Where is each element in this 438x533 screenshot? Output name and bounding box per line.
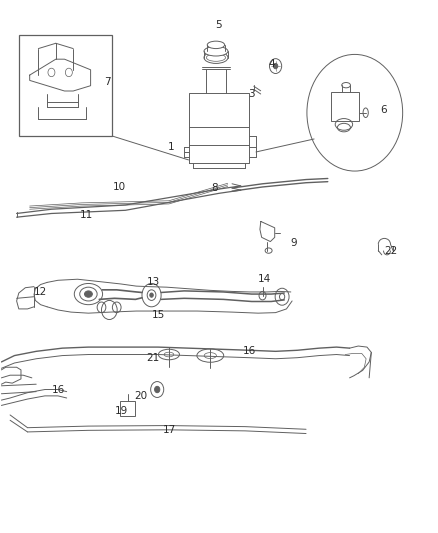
- Text: 7: 7: [104, 77, 110, 87]
- Text: 16: 16: [51, 384, 64, 394]
- Circle shape: [273, 63, 278, 69]
- Text: 8: 8: [212, 183, 218, 193]
- Text: 20: 20: [134, 391, 147, 401]
- Text: 19: 19: [114, 406, 128, 416]
- Bar: [331, 92, 359, 120]
- Text: 1: 1: [168, 142, 174, 152]
- Text: 14: 14: [258, 274, 271, 284]
- Ellipse shape: [85, 291, 92, 297]
- Text: 17: 17: [162, 425, 176, 435]
- Text: 12: 12: [34, 287, 47, 297]
- Text: 21: 21: [146, 353, 159, 362]
- Text: 3: 3: [248, 88, 255, 99]
- Text: 5: 5: [215, 20, 223, 30]
- Text: 4: 4: [269, 59, 276, 69]
- Text: 16: 16: [243, 346, 256, 357]
- Bar: [120, 401, 135, 416]
- Circle shape: [150, 293, 153, 297]
- Ellipse shape: [207, 41, 225, 49]
- Text: 10: 10: [112, 182, 125, 192]
- Text: 9: 9: [290, 238, 297, 248]
- Bar: [19, 35, 113, 136]
- Text: 22: 22: [384, 246, 398, 256]
- Text: 15: 15: [152, 310, 165, 320]
- Text: 13: 13: [147, 277, 160, 287]
- Text: 6: 6: [380, 104, 387, 115]
- Ellipse shape: [204, 46, 228, 56]
- Text: 11: 11: [80, 209, 93, 220]
- Circle shape: [155, 386, 160, 393]
